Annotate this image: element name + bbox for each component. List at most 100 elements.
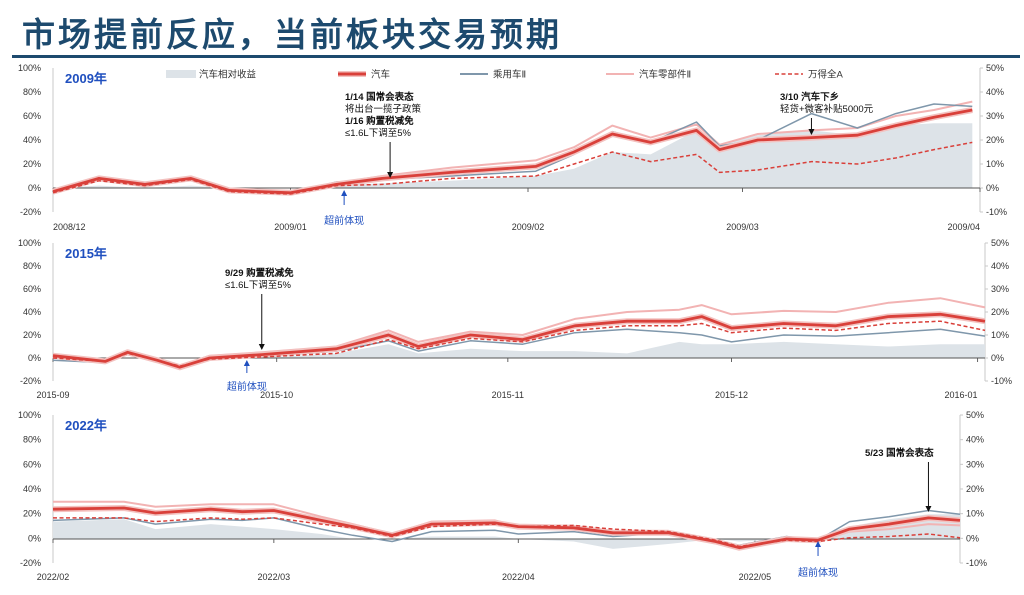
annotation-text: 1/16 购置税减免: [345, 115, 414, 127]
legend-item-parts: 汽车零部件Ⅱ: [606, 69, 691, 81]
legend-swatch: [166, 70, 196, 78]
legend-label: 汽车: [371, 69, 390, 81]
lead-label: 超前体现: [324, 214, 364, 227]
annotation-text: 轻货+微客补贴5000元: [780, 103, 874, 115]
right-tick-label: 50%: [966, 410, 984, 420]
legend-label: 汽车相对收益: [199, 69, 257, 81]
right-tick-label: -10%: [986, 207, 1007, 217]
series-area-relative: [53, 514, 960, 549]
right-tick-label: 50%: [986, 63, 1004, 73]
legend-item-passenger: 乘用车Ⅱ: [460, 69, 526, 81]
left-tick-label: -20%: [20, 376, 41, 386]
right-tick-label: 10%: [966, 509, 984, 519]
annotation-arrowhead: [387, 172, 394, 178]
series-line-winda: [53, 517, 961, 548]
left-tick-label: 20%: [23, 330, 41, 340]
series-line-winda: [52, 141, 973, 195]
right-tick-label: 30%: [991, 284, 1009, 294]
data-point-winda: [627, 325, 628, 326]
x-tick-label: 2022/02: [37, 572, 70, 582]
annotation-text: 1/14 国常会表态: [345, 91, 414, 103]
lead-label: 超前体现: [227, 380, 267, 393]
chart-panel-2022年: 100% 80% 60% 40% 20% 0% -20% 50% 40% 30% 20% 10% 0% -…: [18, 410, 987, 582]
right-tick-label: 0%: [991, 353, 1004, 363]
right-tick-label: 20%: [991, 307, 1009, 317]
legend-label: 万得全A: [808, 69, 844, 81]
x-tick-label: 2022/04: [502, 572, 535, 582]
left-tick-label: 0%: [28, 353, 41, 363]
left-tick-label: 80%: [23, 87, 41, 97]
left-tick-label: 100%: [18, 410, 41, 420]
right-tick-label: 40%: [966, 435, 984, 445]
left-tick-label: 100%: [18, 238, 41, 248]
x-tick-label: 2008/12: [53, 222, 86, 232]
chart-panel-2015年: 100% 80% 60% 40% 20% 0% -20% 50% 40% 30% 20% 10% 0% -…: [18, 238, 1012, 400]
left-tick-label: 20%: [23, 509, 41, 519]
annotation-arrowhead: [925, 506, 932, 512]
annotation-arrowhead: [808, 129, 815, 135]
data-point-winda: [612, 529, 613, 530]
right-tick-label: 10%: [991, 330, 1009, 340]
annotation-text: ≤1.6L下调至5%: [345, 128, 411, 139]
lead-label: 超前体现: [798, 566, 838, 579]
right-tick-label: 10%: [986, 159, 1004, 169]
annotation-text: 将出台一揽子政策: [345, 103, 422, 115]
left-tick-label: 60%: [23, 111, 41, 121]
x-tick-label: 2015-09: [36, 390, 69, 400]
right-tick-label: 30%: [966, 459, 984, 469]
left-tick-label: 60%: [23, 459, 41, 469]
left-tick-label: 20%: [23, 159, 41, 169]
series-line-auto-halo: [52, 311, 986, 371]
x-tick-label: 2015-11: [492, 390, 524, 400]
year-label: 2015年: [65, 246, 107, 261]
annotation-text: 3/10 汽车下乡: [780, 91, 839, 103]
x-tick-label: 2015-10: [260, 390, 293, 400]
annotation-text: 5/23 国常会表态: [865, 447, 934, 459]
x-tick-label: 2009/01: [274, 222, 307, 232]
left-tick-label: 0%: [28, 533, 41, 543]
legend-item-winda: 万得全A: [775, 69, 844, 81]
right-tick-label: -10%: [991, 376, 1012, 386]
chart-panel-2009年: 100% 80% 60% 40% 20% 0% -20% 50% 40% 30% 20% 10% 0% -…: [18, 63, 1007, 232]
right-tick-label: -10%: [966, 558, 987, 568]
series-line-winda: [52, 320, 986, 367]
right-tick-label: 40%: [991, 261, 1009, 271]
left-tick-label: -20%: [20, 207, 41, 217]
annotation-arrowhead: [258, 344, 265, 350]
left-tick-label: 60%: [23, 284, 41, 294]
slide-title: 市场提前反应，当前板块交易预期: [22, 15, 562, 54]
legend-label: 汽车零部件Ⅱ: [639, 69, 691, 81]
right-tick-label: 20%: [986, 135, 1004, 145]
right-tick-label: 0%: [966, 533, 979, 543]
right-tick-label: 40%: [986, 87, 1004, 97]
x-tick-label: 2016-01: [945, 390, 978, 400]
legend-item-relative: 汽车相对收益: [166, 69, 257, 81]
x-tick-label: 2015-12: [715, 390, 748, 400]
left-tick-label: 0%: [28, 183, 41, 193]
year-label: 2009年: [65, 71, 107, 86]
x-tick-label: 2009/04: [947, 222, 980, 232]
left-tick-label: 80%: [23, 261, 41, 271]
series-area-relative: [53, 341, 985, 358]
data-point-winda: [679, 325, 680, 326]
annotation-text: ≤1.6L下调至5%: [225, 280, 291, 291]
x-tick-label: 2022/03: [258, 572, 291, 582]
left-tick-label: 40%: [23, 307, 41, 317]
right-tick-label: 50%: [991, 238, 1009, 248]
series-line-auto: [52, 108, 973, 195]
x-tick-label: 2009/02: [512, 222, 545, 232]
data-point-winda: [155, 521, 156, 522]
right-tick-label: 30%: [986, 111, 1004, 121]
left-tick-label: -20%: [20, 558, 41, 568]
lead-arrowhead: [341, 190, 348, 196]
right-tick-label: 0%: [986, 183, 999, 193]
annotation-text: 9/29 购置税减免: [225, 267, 294, 279]
left-tick-label: 100%: [18, 63, 41, 73]
data-point-winda: [574, 330, 575, 331]
legend-item-auto: 汽车: [338, 69, 390, 81]
left-tick-label: 80%: [23, 435, 41, 445]
left-tick-label: 40%: [23, 484, 41, 494]
x-tick-label: 2009/03: [726, 222, 759, 232]
legend: 汽车相对收益 汽车 乘用车Ⅱ 汽车零部件Ⅱ 万得全A: [166, 69, 844, 81]
